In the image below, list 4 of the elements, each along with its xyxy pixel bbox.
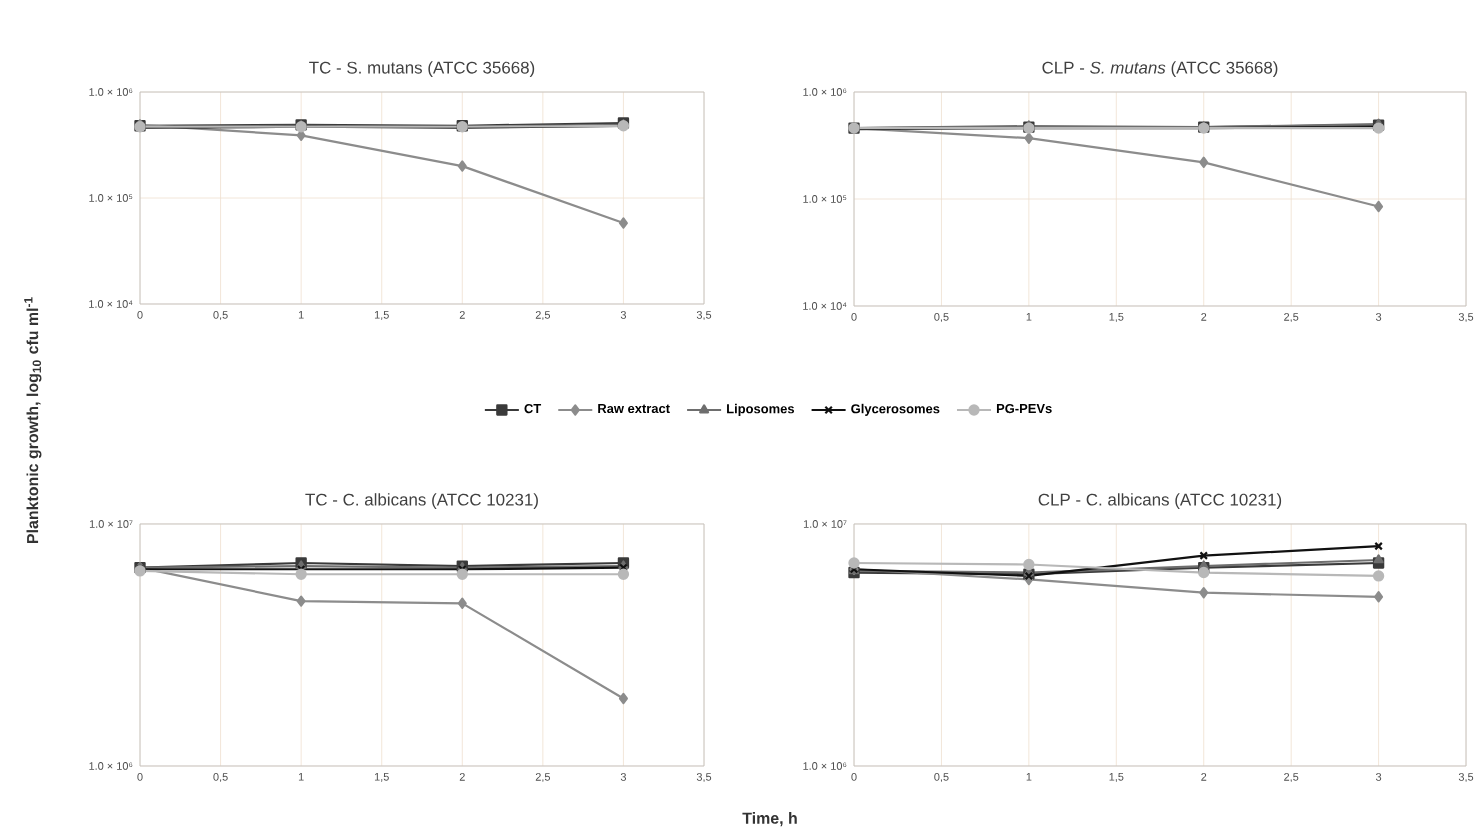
chart-title: TC - S. mutans (ATCC 35668): [309, 61, 535, 77]
chart-title: CLP - C. albicans (ATCC 10231): [1038, 493, 1282, 509]
chart-title: TC - C. albicans (ATCC 10231): [305, 493, 538, 509]
chart-title: CLP - S. mutans (ATCC 35668): [1042, 61, 1278, 77]
